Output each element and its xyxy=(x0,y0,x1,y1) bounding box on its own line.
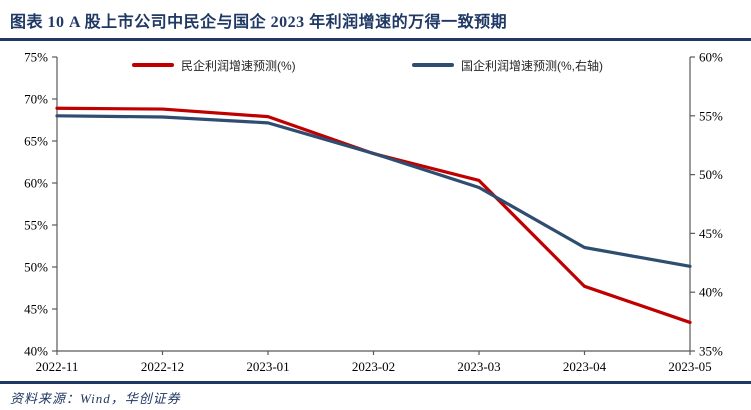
left-axis-tick-label: 50% xyxy=(24,260,48,275)
legend-item-soe: 国企利润增速预测(%,右轴) xyxy=(412,57,603,73)
legend-line-soe-icon xyxy=(412,63,454,67)
x-axis-tick-label: 2023-04 xyxy=(563,359,607,374)
x-axis-tick-label: 2023-02 xyxy=(352,359,395,374)
footer-divider xyxy=(0,381,751,384)
legend-line-private-icon xyxy=(132,63,174,67)
title-divider xyxy=(0,38,751,41)
right-axis-tick-label: 60% xyxy=(699,50,723,65)
right-axis-tick-label: 55% xyxy=(699,108,723,123)
right-axis-tick-label: 45% xyxy=(699,226,723,241)
x-axis-tick-label: 2023-05 xyxy=(668,359,711,374)
left-axis-tick-label: 40% xyxy=(24,344,48,359)
right-axis-tick-label: 50% xyxy=(699,167,723,182)
right-axis-tick-label: 40% xyxy=(699,285,723,300)
chart-area: 75% 70% 65% 60% 55% 50% 45% 40% 60% 55% 50% 45% 40% 3… xyxy=(0,45,751,380)
left-axis-tick-label: 45% xyxy=(24,302,48,317)
series-line-soe xyxy=(55,114,692,268)
x-axis-tick-label: 2023-03 xyxy=(457,359,500,374)
left-axis-tick-label: 60% xyxy=(24,176,48,191)
left-axis-tick-label: 55% xyxy=(24,218,48,233)
source-note: 资料来源：Wind，华创证券 xyxy=(10,391,181,406)
figure-title: 图表 10 A 股上市公司中民企与国企 2023 年利润增速的万得一致预期 xyxy=(10,14,508,31)
legend-label-private: 民企利润增速预测(%) xyxy=(181,58,296,73)
x-axis-tick-label: 2022-12 xyxy=(141,359,184,374)
x-axis-tick-label: 2022-11 xyxy=(36,359,79,374)
legend-item-private: 民企利润增速预测(%) xyxy=(132,57,296,73)
legend-label-soe: 国企利润增速预测(%,右轴) xyxy=(461,58,603,73)
x-axis-tick-label: 2023-01 xyxy=(246,359,289,374)
left-axis-tick-label: 70% xyxy=(24,92,48,107)
right-axis-tick-label: 35% xyxy=(699,344,723,359)
line-chart: 75% 70% 65% 60% 55% 50% 45% 40% 60% 55% 50% 45% 40% 3… xyxy=(24,50,723,375)
left-axis-tick-label: 65% xyxy=(24,134,48,149)
left-axis-tick-label: 75% xyxy=(24,50,48,65)
series-line-private xyxy=(55,106,692,325)
